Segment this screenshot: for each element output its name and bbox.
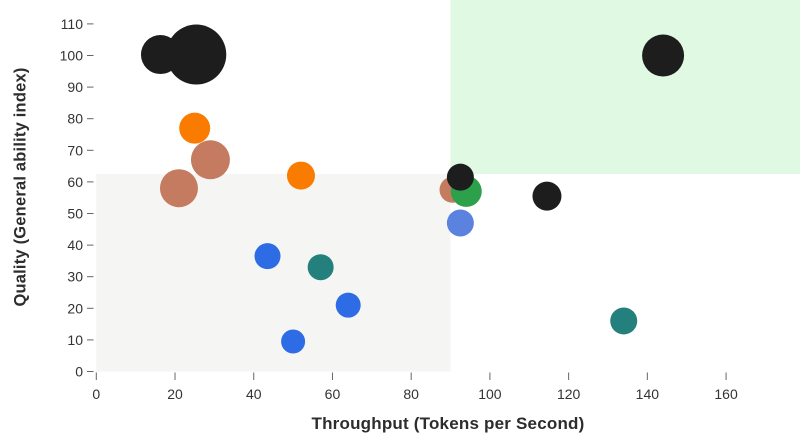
- y-tick-label: 20: [67, 300, 83, 316]
- y-tick-label: 50: [67, 206, 83, 222]
- bubble-blue-7[interactable]: [335, 292, 361, 318]
- y-tick-label: 80: [67, 111, 83, 127]
- bubble-blue-5[interactable]: [254, 243, 281, 270]
- bubble-teal-6[interactable]: [307, 254, 334, 281]
- y-tick-label: 30: [67, 269, 83, 285]
- x-tick-label: 80: [403, 386, 419, 402]
- x-tick-label: 120: [557, 386, 581, 402]
- region-upper-right-green-zone: [450, 0, 800, 174]
- bubble-black-14[interactable]: [532, 181, 562, 211]
- x-tick-label: 0: [92, 386, 100, 402]
- bubble-black-15[interactable]: [642, 34, 685, 77]
- y-tick-label: 100: [60, 48, 84, 64]
- bubble-periwinkle-9[interactable]: [446, 209, 474, 237]
- bubble-salmon-3[interactable]: [159, 169, 198, 208]
- x-tick-label: 100: [478, 386, 502, 402]
- y-axis-title: Quality (General ability index): [11, 67, 30, 307]
- x-tick-label: 60: [325, 386, 341, 402]
- bubble-black-12[interactable]: [166, 24, 227, 85]
- bubble-blue-8[interactable]: [281, 329, 306, 354]
- bubble-salmon-2[interactable]: [190, 140, 230, 180]
- y-tick-label: 70: [67, 142, 83, 158]
- bubble-teal-16[interactable]: [610, 307, 638, 335]
- y-tick-label: 110: [61, 16, 84, 32]
- bubble-orange-1[interactable]: [179, 112, 211, 144]
- x-axis-title: Throughput (Tokens per Second): [311, 414, 585, 433]
- bubble-black-13[interactable]: [446, 163, 474, 191]
- y-tick-label: 10: [67, 332, 83, 348]
- x-tick-label: 140: [636, 386, 660, 402]
- x-tick-label: 40: [246, 386, 262, 402]
- x-tick-label: 160: [714, 386, 738, 402]
- y-tick-label: 60: [67, 174, 83, 190]
- y-tick-label: 90: [67, 79, 83, 95]
- y-tick-label: 0: [75, 364, 83, 380]
- bubble-orange-4[interactable]: [286, 161, 315, 190]
- y-tick-label: 40: [67, 237, 83, 253]
- region-lower-left-gray-zone: [96, 174, 451, 372]
- x-tick-label: 20: [167, 386, 183, 402]
